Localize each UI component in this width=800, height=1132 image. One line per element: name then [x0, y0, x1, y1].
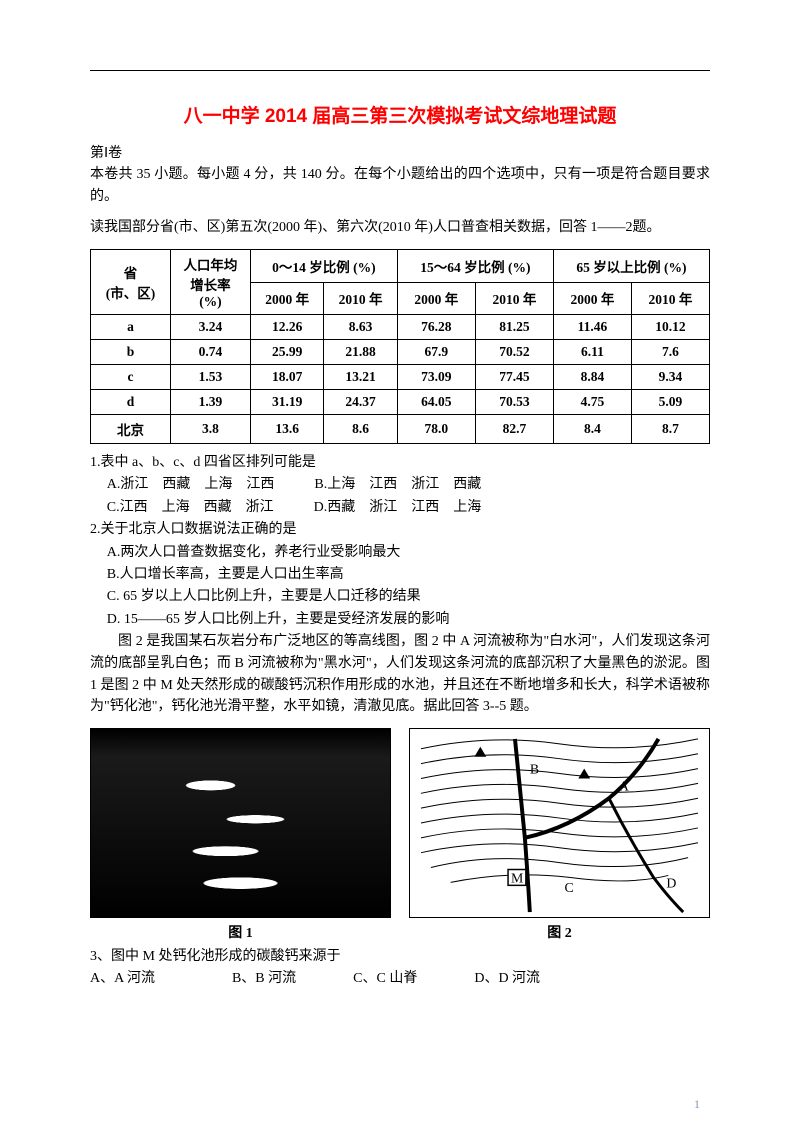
table-row: 北京3.813.68.678.082.78.48.7 [91, 415, 710, 444]
table-row: a3.2412.268.6376.2881.2511.4610.12 [91, 315, 710, 340]
q2-opt-d: D. 15——65 岁人口比例上升，主要是受经济发展的影响 [107, 609, 710, 631]
table-row: d1.3931.1924.3764.0570.534.755.09 [91, 390, 710, 415]
q3-opt-c: C、C 山脊 [353, 971, 417, 986]
figure-1-image [90, 728, 391, 918]
intro-text: 本卷共 35 小题。每小题 4 分，共 140 分。在每个小题给出的四个选项中，… [90, 164, 710, 207]
page-number: 1 [694, 1097, 700, 1112]
table-row: b0.7425.9921.8867.970.526.117.6 [91, 340, 710, 365]
th-province-text: 省(市、区) [106, 266, 156, 301]
label-m: M [511, 870, 523, 885]
th-y2000: 2000 年 [250, 282, 323, 315]
q2-opt-a: A.两次人口普查数据变化，养老行业受影响最大 [107, 542, 710, 564]
figure-1: 图 1 [90, 728, 391, 942]
q2-options: A.两次人口普查数据变化，养老行业受影响最大 B.人口增长率高，主要是人口出生率… [90, 542, 710, 632]
q1-opt-b: B.上海 江西 浙江 西藏 [314, 477, 481, 492]
census-table: 省(市、区) 人口年均增长率(%) 0～14 岁比例 (%) 15～64 岁比例… [90, 249, 710, 444]
q2-stem: 2.关于北京人口数据说法正确的是 [90, 519, 710, 541]
th-growth-text: 人口年均增长率(%) [183, 258, 237, 309]
label-a: A [619, 778, 629, 793]
q3-opt-a: A、A 河流 [90, 971, 155, 986]
label-c: C [564, 880, 573, 895]
th-y2010: 2010 年 [475, 282, 553, 315]
figure-2-caption: 图 2 [409, 922, 710, 942]
figure-2-image: M A B C D [409, 728, 710, 918]
th-y2010: 2010 年 [324, 282, 397, 315]
contour-map-svg: M A B C D [410, 729, 709, 917]
th-growth: 人口年均增长率(%) [171, 250, 251, 315]
table-row: c1.5318.0713.2173.0977.458.849.34 [91, 365, 710, 390]
q1-opt-c: C.江西 上海 西藏 浙江 [107, 500, 274, 515]
th-15-64: 15～64 岁比例 (%) [397, 250, 553, 283]
q3-opt-b: B、B 河流 [232, 971, 296, 986]
top-rule [90, 70, 710, 71]
q3-stem: 3、图中 M 处钙化池形成的碳酸钙来源于 [90, 946, 710, 968]
figure-2: M A B C D 图 2 [409, 728, 710, 942]
th-0-14: 0～14 岁比例 (%) [250, 250, 397, 283]
th-y2010: 2010 年 [631, 282, 709, 315]
th-y2000: 2000 年 [553, 282, 631, 315]
th-65: 65 岁以上比例 (%) [553, 250, 709, 283]
page-title: 八一中学 2014 届高三第三次模拟考试文综地理试题 [90, 101, 710, 128]
figures-row: 图 1 [90, 728, 710, 942]
q1-options: A.浙江 西藏 上海 江西 B.上海 江西 浙江 西藏 C.江西 上海 西藏 浙江… [90, 474, 710, 519]
section-label: 第Ⅰ卷 [90, 142, 710, 162]
q2-opt-c: C. 65 岁以上人口比例上升，主要是人口迁移的结果 [107, 586, 710, 608]
th-y2000: 2000 年 [397, 282, 475, 315]
label-b: B [530, 761, 539, 776]
lead-q1-2: 读我国部分省(市、区)第五次(2000 年)、第六次(2010 年)人口普查相关… [90, 217, 710, 239]
q3-opt-d: D、D 河流 [474, 971, 540, 986]
q1-opt-d: D.西藏 浙江 江西 上海 [314, 500, 482, 515]
q1-stem: 1.表中 a、b、c、d 四省区排列可能是 [90, 452, 710, 474]
lead-q3-5: 图 2 是我国某石灰岩分布广泛地区的等高线图，图 2 中 A 河流被称为"白水河… [90, 631, 710, 718]
label-d: D [666, 875, 676, 890]
th-province: 省(市、区) [91, 250, 171, 315]
q1-opt-a: A.浙江 西藏 上海 江西 [107, 477, 275, 492]
figure-1-caption: 图 1 [90, 922, 391, 942]
q2-opt-b: B.人口增长率高，主要是人口出生率高 [107, 564, 710, 586]
q3-options: A、A 河流 B、B 河流 C、C 山脊 D、D 河流 [90, 968, 710, 990]
